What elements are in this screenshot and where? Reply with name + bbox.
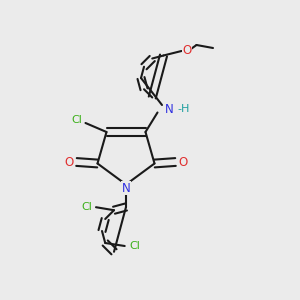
Text: Cl: Cl [129,241,140,251]
Text: O: O [64,155,74,169]
Text: Cl: Cl [71,115,82,125]
Text: Cl: Cl [81,202,92,212]
Text: N: N [165,103,174,116]
Text: O: O [178,155,188,169]
Text: -H: -H [178,104,190,115]
Text: N: N [122,182,130,195]
Text: O: O [182,44,191,58]
